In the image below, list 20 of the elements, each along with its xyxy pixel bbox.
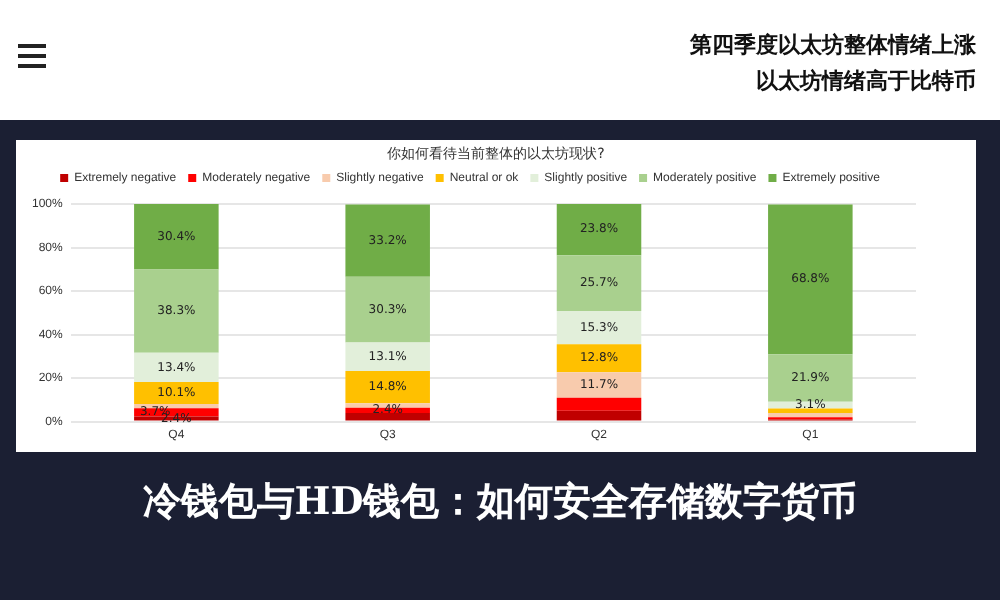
bar bbox=[134, 269, 219, 353]
bar bbox=[345, 371, 430, 404]
chart-title: 第四季度以太坊整体情绪上涨 bbox=[690, 32, 976, 58]
bar bbox=[556, 255, 642, 312]
bar bbox=[556, 372, 642, 398]
bar bbox=[768, 354, 853, 402]
bar bbox=[768, 412, 853, 418]
bar bbox=[345, 342, 430, 372]
bar bbox=[134, 382, 219, 404]
bar bbox=[345, 276, 430, 343]
bar bbox=[556, 204, 642, 256]
chart-subtitle: 以太坊情绪高于比特币 bbox=[756, 68, 976, 94]
bar bbox=[556, 397, 642, 411]
bar bbox=[345, 412, 430, 421]
bar bbox=[345, 204, 430, 277]
bar bbox=[556, 344, 642, 373]
bar bbox=[556, 410, 642, 421]
bar bbox=[768, 204, 853, 355]
text: 冷钱包与HD钱包：如何安全存储数字货币 bbox=[140, 478, 860, 528]
bar bbox=[134, 204, 219, 270]
